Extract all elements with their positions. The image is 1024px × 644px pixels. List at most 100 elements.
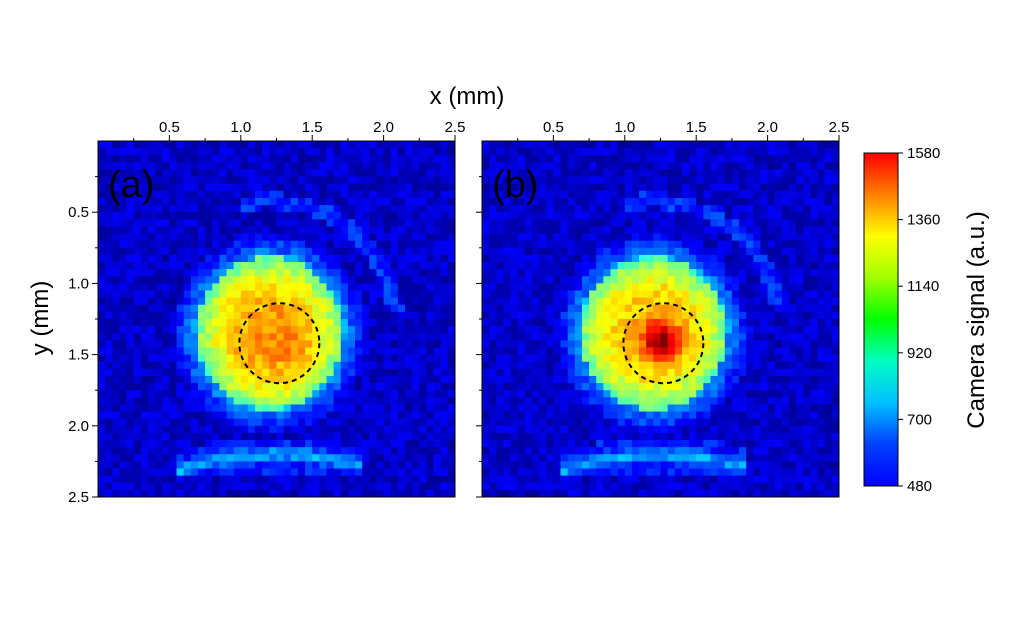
heatmap-cell xyxy=(739,169,747,177)
heatmap-cell xyxy=(355,148,363,156)
heatmap-cell xyxy=(162,390,170,398)
heatmap-cell xyxy=(405,262,413,270)
heatmap-cell xyxy=(312,290,320,299)
heatmap-cell xyxy=(205,468,213,477)
heatmap-cell xyxy=(617,205,626,213)
heatmap-cell xyxy=(531,368,540,377)
heatmap-cell xyxy=(746,219,754,227)
heatmap-cell xyxy=(112,404,120,412)
heatmap-cell xyxy=(297,297,306,306)
heatmap-cell xyxy=(105,461,113,469)
heatmap-cell xyxy=(140,418,149,427)
heatmap-cell xyxy=(489,482,497,491)
heatmap-cell xyxy=(276,418,285,427)
heatmap-cell xyxy=(831,432,840,441)
heatmap-cell xyxy=(412,212,420,220)
heatmap-cell xyxy=(710,319,719,327)
heatmap-cell xyxy=(133,418,142,427)
heatmap-cell xyxy=(581,340,590,348)
heatmap-cell xyxy=(703,383,711,391)
heatmap-cell xyxy=(803,304,811,313)
heatmap-cell xyxy=(653,340,661,348)
heatmap-cell xyxy=(581,233,590,242)
heatmap-panel-b: (b) 0.5 1.0 1.5 2.0 2.5 xyxy=(476,119,849,498)
heatmap-cell xyxy=(347,440,356,448)
heatmap-cell xyxy=(760,283,768,291)
heatmap-cell xyxy=(531,432,540,441)
heatmap-cell xyxy=(531,311,540,320)
heatmap-cell xyxy=(390,383,399,391)
heatmap-cell xyxy=(133,197,142,206)
heatmap-cell xyxy=(312,347,320,355)
heatmap-cell xyxy=(489,233,497,242)
heatmap-cell xyxy=(531,219,540,227)
heatmap-cell xyxy=(539,461,547,469)
heatmap-cell xyxy=(560,418,569,427)
heatmap-cell xyxy=(546,333,554,341)
heatmap-cell xyxy=(326,354,335,363)
heatmap-cell xyxy=(560,375,569,384)
heatmap-cell xyxy=(610,276,619,284)
heatmap-cell xyxy=(262,233,270,242)
heatmap-cell xyxy=(355,212,363,220)
heatmap-cell xyxy=(731,447,740,455)
heatmap-cell xyxy=(176,269,185,277)
heatmap-cell xyxy=(283,176,292,185)
heatmap-cell xyxy=(105,262,113,270)
heatmap-cell xyxy=(489,290,497,299)
heatmap-cell xyxy=(610,176,619,185)
heatmap-cell xyxy=(205,383,213,391)
heatmap-cell xyxy=(405,489,413,498)
heatmap-cell xyxy=(197,425,206,434)
heatmap-cell xyxy=(789,425,797,434)
heatmap-cell xyxy=(112,468,120,477)
heatmap-cell xyxy=(746,233,754,242)
heatmap-cell xyxy=(247,183,256,192)
heatmap-cell xyxy=(133,454,142,462)
heatmap-cell xyxy=(789,276,797,284)
heatmap-cell xyxy=(631,454,640,462)
heatmap-cell xyxy=(496,183,504,192)
heatmap-cell xyxy=(197,461,206,469)
heatmap-cell xyxy=(119,262,127,270)
heatmap-cell xyxy=(297,482,306,491)
heatmap-cell xyxy=(810,141,818,149)
heatmap-cell xyxy=(197,269,206,277)
heatmap-cell xyxy=(283,197,292,206)
heatmap-cell xyxy=(746,383,754,391)
heatmap-cell xyxy=(639,354,647,363)
heatmap-cell xyxy=(803,233,811,242)
heatmap-cell xyxy=(717,440,726,448)
heatmap-cell xyxy=(824,219,833,227)
heatmap-cell xyxy=(546,475,554,484)
heatmap-cell xyxy=(667,375,676,384)
heatmap-cell xyxy=(133,276,142,284)
heatmap-cell xyxy=(653,454,661,462)
heatmap-cell xyxy=(710,482,719,491)
heatmap-cell xyxy=(624,311,633,320)
heatmap-cell xyxy=(767,304,776,313)
heatmap-cell xyxy=(140,233,149,242)
heatmap-cell xyxy=(347,205,356,213)
heatmap-cell xyxy=(240,254,249,263)
heatmap-cell xyxy=(412,447,420,455)
heatmap-cell xyxy=(183,440,192,448)
heatmap-cell xyxy=(589,354,597,363)
heatmap-cell xyxy=(133,290,142,299)
heatmap-cell xyxy=(653,354,661,363)
heatmap-cell xyxy=(119,226,127,234)
heatmap-cell xyxy=(355,390,363,398)
heatmap-cell xyxy=(796,425,804,434)
heatmap-cell xyxy=(283,183,292,192)
heatmap-cell xyxy=(433,212,442,220)
heatmap-cell xyxy=(731,290,740,299)
heatmap-cell xyxy=(333,347,342,355)
heatmap-cell xyxy=(760,368,768,377)
heatmap-cell xyxy=(603,475,611,484)
heatmap-cell xyxy=(689,340,697,348)
heatmap-cell xyxy=(105,162,113,170)
heatmap-cell xyxy=(305,297,313,306)
heatmap-cell xyxy=(667,155,676,163)
heatmap-cell xyxy=(674,454,683,462)
heatmap-cell xyxy=(212,489,220,498)
